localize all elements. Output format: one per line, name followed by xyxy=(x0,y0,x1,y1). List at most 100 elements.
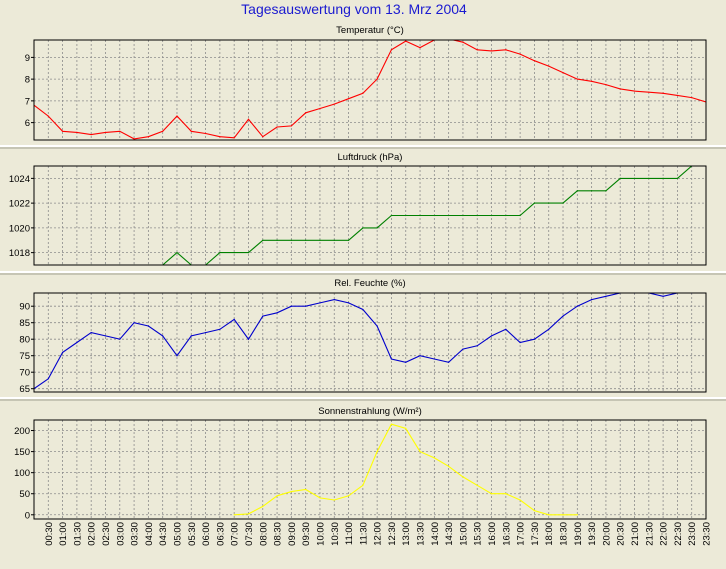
data-point xyxy=(619,88,621,90)
x-tick-label: 20:30 xyxy=(616,522,627,546)
panel-title: Luftdruck (hPa) xyxy=(338,152,403,163)
y-tick-label: 7 xyxy=(25,96,30,107)
data-point xyxy=(505,328,507,330)
data-point xyxy=(648,177,650,179)
chart-panel-solar-radiation: Sonnenstrahlung (W/m²) 0 50 100 150 200 xyxy=(14,406,707,521)
data-point xyxy=(319,239,321,241)
x-axis: 00:30 01:00 01:30 02:00 02:30 03:00 03:30 04:00… xyxy=(44,522,713,546)
data-point xyxy=(76,131,78,133)
y-tick-label: 1020 xyxy=(9,223,30,234)
data-point xyxy=(147,325,149,327)
data-point xyxy=(290,305,292,307)
data-point xyxy=(676,177,679,179)
data-point xyxy=(562,315,564,317)
data-point xyxy=(290,491,292,493)
x-tick-label: 16:00 xyxy=(487,522,498,546)
panel-title: Rel. Feuchte (%) xyxy=(334,278,405,289)
data-point xyxy=(419,47,421,49)
data-point xyxy=(591,299,593,301)
data-point xyxy=(262,239,264,241)
data-point xyxy=(162,335,164,337)
data-point xyxy=(562,72,564,74)
data-point xyxy=(347,302,350,304)
y-tick-label: 0 xyxy=(25,510,30,521)
data-point xyxy=(605,295,607,297)
y-tick-label: 200 xyxy=(14,426,30,437)
data-point xyxy=(347,98,350,100)
data-point xyxy=(591,190,593,192)
y-tick-label: 6 xyxy=(25,118,30,129)
data-point xyxy=(619,177,621,179)
data-point xyxy=(648,91,650,93)
data-point xyxy=(562,202,564,204)
x-tick-label: 13:00 xyxy=(401,522,412,546)
x-tick-label: 21:00 xyxy=(630,522,641,546)
data-point xyxy=(576,305,578,307)
data-point xyxy=(362,484,364,486)
x-tick-label: 14:30 xyxy=(444,522,455,546)
chart-panel-humidity: Rel. Feuchte (%) 65 70 75 80 85 90 xyxy=(0,278,726,401)
x-tick-label: 11:30 xyxy=(358,522,369,545)
x-tick-label: 04:00 xyxy=(144,522,155,546)
data-point xyxy=(490,50,493,52)
y-tick-label: 65 xyxy=(19,384,30,395)
data-point xyxy=(662,177,664,179)
data-point xyxy=(405,427,407,430)
x-tick-label: 18:30 xyxy=(559,522,570,546)
data-point xyxy=(47,378,49,380)
data-point xyxy=(176,115,178,117)
x-tick-label: 10:30 xyxy=(330,522,341,546)
y-tick-label: 1018 xyxy=(9,248,30,259)
x-tick-label: 14:00 xyxy=(430,522,441,546)
data-point xyxy=(533,60,536,62)
data-point xyxy=(376,78,378,80)
data-point xyxy=(548,514,550,516)
data-point xyxy=(448,38,449,39)
data-point xyxy=(104,131,107,133)
data-point xyxy=(605,190,607,192)
data-point xyxy=(390,49,393,51)
data-point xyxy=(533,338,536,340)
data-point xyxy=(490,493,493,495)
data-point xyxy=(448,465,450,467)
data-point xyxy=(262,136,264,138)
data-point xyxy=(433,214,435,217)
chart-panel-air-pressure: Luftdruck (hPa) 1018 1020 1022 1024 xyxy=(0,152,726,275)
data-point xyxy=(319,497,321,499)
x-tick-label: 17:00 xyxy=(516,522,527,546)
x-tick-label: 03:00 xyxy=(115,522,126,546)
data-point xyxy=(576,190,578,192)
panel-title: Temperatur (°C) xyxy=(336,25,404,36)
data-point xyxy=(90,133,92,136)
x-tick-label: 12:00 xyxy=(373,522,384,546)
data-point xyxy=(591,80,593,82)
data-point xyxy=(548,328,550,330)
y-tick-label: 90 xyxy=(19,302,30,313)
data-point xyxy=(290,125,292,127)
data-point xyxy=(533,202,536,204)
data-point xyxy=(405,40,407,42)
data-point xyxy=(476,49,478,51)
y-tick-label: 70 xyxy=(19,368,30,379)
y-tick-label: 1024 xyxy=(9,174,30,185)
x-tick-label: 11:00 xyxy=(344,522,355,545)
x-tick-label: 08:30 xyxy=(273,522,284,546)
data-point xyxy=(90,332,92,334)
data-point xyxy=(490,214,493,217)
x-tick-label: 06:00 xyxy=(201,522,212,546)
data-point xyxy=(419,214,421,217)
data-point xyxy=(347,495,350,497)
y-tick-label: 100 xyxy=(14,468,30,479)
data-point xyxy=(333,103,335,105)
data-point xyxy=(119,130,121,132)
data-point xyxy=(662,92,664,94)
x-tick-label: 07:00 xyxy=(230,522,241,546)
data-point xyxy=(276,312,278,314)
x-tick-label: 17:30 xyxy=(530,522,541,546)
x-tick-label: 22:30 xyxy=(673,522,684,546)
data-point xyxy=(562,514,564,516)
panel-title: Sonnenstrahlung (W/m²) xyxy=(318,406,421,417)
data-point xyxy=(204,132,207,135)
data-point xyxy=(219,252,221,254)
